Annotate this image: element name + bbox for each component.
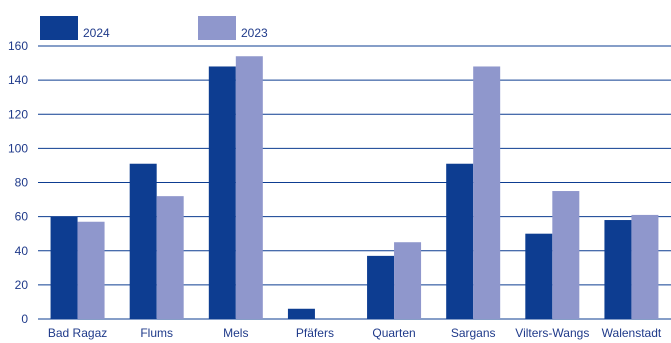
y-axis: 0 20 40 60 80 100 120 140 160 (8, 39, 28, 326)
x-tick-label: Mels (223, 326, 248, 340)
y-tick-label: 160 (8, 39, 28, 53)
y-tick-label: 40 (15, 244, 29, 258)
y-tick-label: 120 (8, 107, 28, 121)
bar-2024-Walenstadt (604, 220, 632, 319)
bar-2024-Vilters-Wangs (525, 233, 553, 319)
bars (50, 56, 659, 320)
bar-2023-Walenstadt (631, 214, 659, 319)
y-tick-label: 80 (15, 176, 29, 190)
x-tick-label: Quarten (372, 326, 415, 340)
x-tick-label: Walenstadt (602, 326, 662, 340)
bar-2023-Bad Ragaz (77, 221, 105, 319)
y-tick-label: 20 (15, 278, 29, 292)
legend: 2024 2023 (40, 16, 268, 40)
x-tick-label: Flums (140, 326, 173, 340)
x-tick-label: Sargans (451, 326, 496, 340)
legend-label-2024: 2024 (83, 26, 110, 40)
bar-2024-Quarten (367, 255, 395, 319)
bar-2023-Mels (235, 56, 263, 320)
bar-2023-Sargans (473, 66, 501, 319)
x-axis: Bad Ragaz Flums Mels Pfäfers Quarten Sargans V… (48, 326, 662, 340)
bar-2024-Pfäfers (287, 308, 315, 319)
bar-2023-Vilters-Wangs (552, 191, 580, 319)
bar-2024-Sargans (446, 163, 474, 319)
legend-swatch-2024 (40, 16, 78, 40)
bar-2024-Bad Ragaz (50, 216, 78, 319)
y-tick-label: 0 (21, 312, 28, 326)
x-tick-label: Bad Ragaz (48, 326, 107, 340)
y-tick-label: 60 (15, 210, 29, 224)
bar-2023-Quarten (394, 242, 422, 319)
bar-2023-Flums (156, 196, 184, 319)
legend-swatch-2023 (198, 16, 236, 40)
bar-2024-Mels (208, 66, 236, 319)
x-tick-label: Vilters-Wangs (515, 326, 589, 340)
legend-label-2023: 2023 (241, 26, 268, 40)
x-tick-label: Pfäfers (296, 326, 334, 340)
y-tick-label: 100 (8, 141, 28, 155)
bar-2024-Flums (129, 163, 157, 319)
y-tick-label: 140 (8, 73, 28, 87)
